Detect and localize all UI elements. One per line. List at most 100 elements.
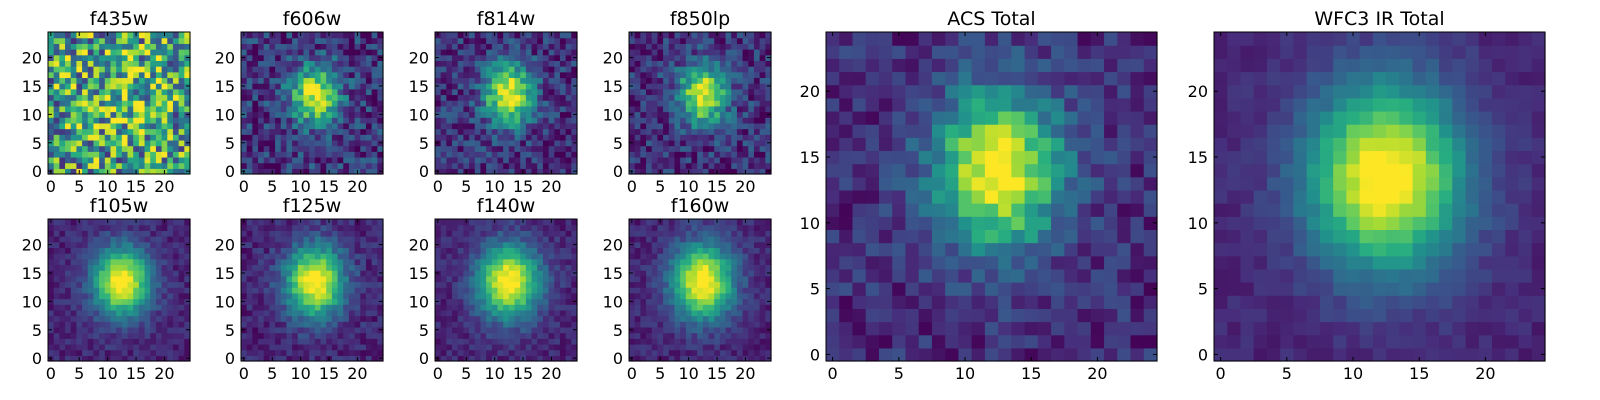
heatmap-cell xyxy=(337,264,344,271)
heatmap-cell xyxy=(241,162,248,169)
heatmap-cell xyxy=(685,298,693,305)
heatmap-cell xyxy=(542,343,550,351)
heatmap-cell xyxy=(246,156,253,164)
heatmap-cell xyxy=(748,111,755,118)
heatmap-cell xyxy=(435,264,442,271)
heatmap-cell xyxy=(548,88,555,96)
heatmap-cell xyxy=(76,315,83,322)
heatmap-cell xyxy=(365,117,373,124)
heatmap-cell xyxy=(155,224,163,231)
heatmap-cell xyxy=(184,247,191,254)
heatmap-cell xyxy=(297,258,305,266)
heatmap-cell xyxy=(525,298,533,305)
heatmap-cell xyxy=(708,77,715,84)
heatmap-cell xyxy=(127,247,134,254)
heatmap-cell xyxy=(314,128,322,135)
heatmap-cell xyxy=(303,94,310,101)
heatmap-cell xyxy=(646,355,653,362)
heatmap-cell xyxy=(82,332,89,339)
heatmap-cell xyxy=(144,355,151,362)
heatmap-cell xyxy=(469,230,476,237)
heatmap-cell xyxy=(297,253,305,260)
heatmap-cell xyxy=(178,247,185,254)
heatmap-cell xyxy=(167,88,174,96)
heatmap-cell xyxy=(178,315,185,322)
heatmap-cell xyxy=(725,60,732,67)
heatmap-cell xyxy=(337,151,344,158)
heatmap-cell xyxy=(457,32,464,39)
heatmap-cell xyxy=(292,338,299,345)
heatmap-cell xyxy=(184,94,191,101)
heatmap-cell xyxy=(93,168,100,175)
heatmap-cell xyxy=(554,111,561,118)
heatmap-cell xyxy=(731,105,738,113)
heatmap-cell xyxy=(138,321,146,328)
heatmap-cell xyxy=(537,287,544,294)
heatmap-cell xyxy=(714,304,721,311)
heatmap-cell xyxy=(258,88,265,96)
heatmap-cell xyxy=(104,230,112,237)
heatmap-cell xyxy=(99,168,106,175)
heatmap-cell xyxy=(121,298,129,305)
heatmap-cell xyxy=(309,292,316,300)
heatmap-cell xyxy=(691,66,698,73)
heatmap-cell xyxy=(263,49,270,56)
heatmap-cell xyxy=(144,83,151,90)
heatmap-cell xyxy=(87,236,95,243)
heatmap-cell xyxy=(275,117,282,124)
heatmap-cell xyxy=(559,287,567,294)
heatmap-cell xyxy=(565,321,572,328)
heatmap-cell xyxy=(82,309,89,317)
heatmap-cell xyxy=(657,349,664,356)
heatmap-cell xyxy=(161,315,168,322)
heatmap-cell xyxy=(93,151,100,158)
heatmap-cell xyxy=(82,77,89,84)
heatmap-cell xyxy=(469,168,476,175)
heatmap-cell xyxy=(457,309,464,317)
heatmap-cell xyxy=(365,287,373,294)
heatmap-cell xyxy=(59,343,66,351)
heatmap-cell xyxy=(503,247,510,254)
heatmap-cell xyxy=(542,71,550,79)
heatmap-cell xyxy=(161,162,168,169)
heatmap-cell xyxy=(486,326,493,334)
heatmap-cell xyxy=(116,66,123,73)
heatmap-cell xyxy=(144,151,151,158)
heatmap-cell xyxy=(725,162,732,169)
heatmap-cell xyxy=(497,134,504,141)
heatmap-cell xyxy=(736,49,744,56)
heatmap-cell xyxy=(640,94,647,101)
heatmap-cell xyxy=(252,134,259,141)
heatmap-cell xyxy=(457,258,464,266)
heatmap-cell xyxy=(748,338,755,345)
heatmap-cell xyxy=(759,151,766,158)
heatmap-cell xyxy=(548,105,555,113)
heatmap-cell xyxy=(708,304,715,311)
heatmap-cell xyxy=(258,343,265,351)
heatmap-cell xyxy=(525,168,533,175)
heatmap-cell xyxy=(252,224,259,231)
heatmap-cell xyxy=(150,281,157,288)
heatmap-cell xyxy=(503,230,510,237)
heatmap-cell xyxy=(258,162,265,169)
heatmap-cell xyxy=(99,326,106,334)
heatmap-cell xyxy=(87,253,95,260)
heatmap-cell xyxy=(172,219,180,226)
heatmap-cell xyxy=(452,88,459,96)
heatmap-cell xyxy=(491,139,499,147)
heatmap-cell xyxy=(99,134,106,141)
heatmap-cell xyxy=(121,343,129,351)
heatmap-cell xyxy=(520,326,527,334)
heatmap-cell xyxy=(651,349,658,356)
heatmap-cell xyxy=(172,298,180,305)
heatmap-cell xyxy=(263,253,270,260)
heatmap-cell xyxy=(651,60,658,67)
heatmap-cell xyxy=(719,122,727,130)
heatmap-cell xyxy=(697,275,704,283)
heatmap-cell xyxy=(292,343,299,351)
heatmap-cell xyxy=(320,292,327,300)
heatmap-cell xyxy=(70,270,77,277)
heatmap-cell xyxy=(559,241,567,248)
heatmap-cell xyxy=(178,37,185,44)
y-tick-label: 10 xyxy=(22,292,42,311)
